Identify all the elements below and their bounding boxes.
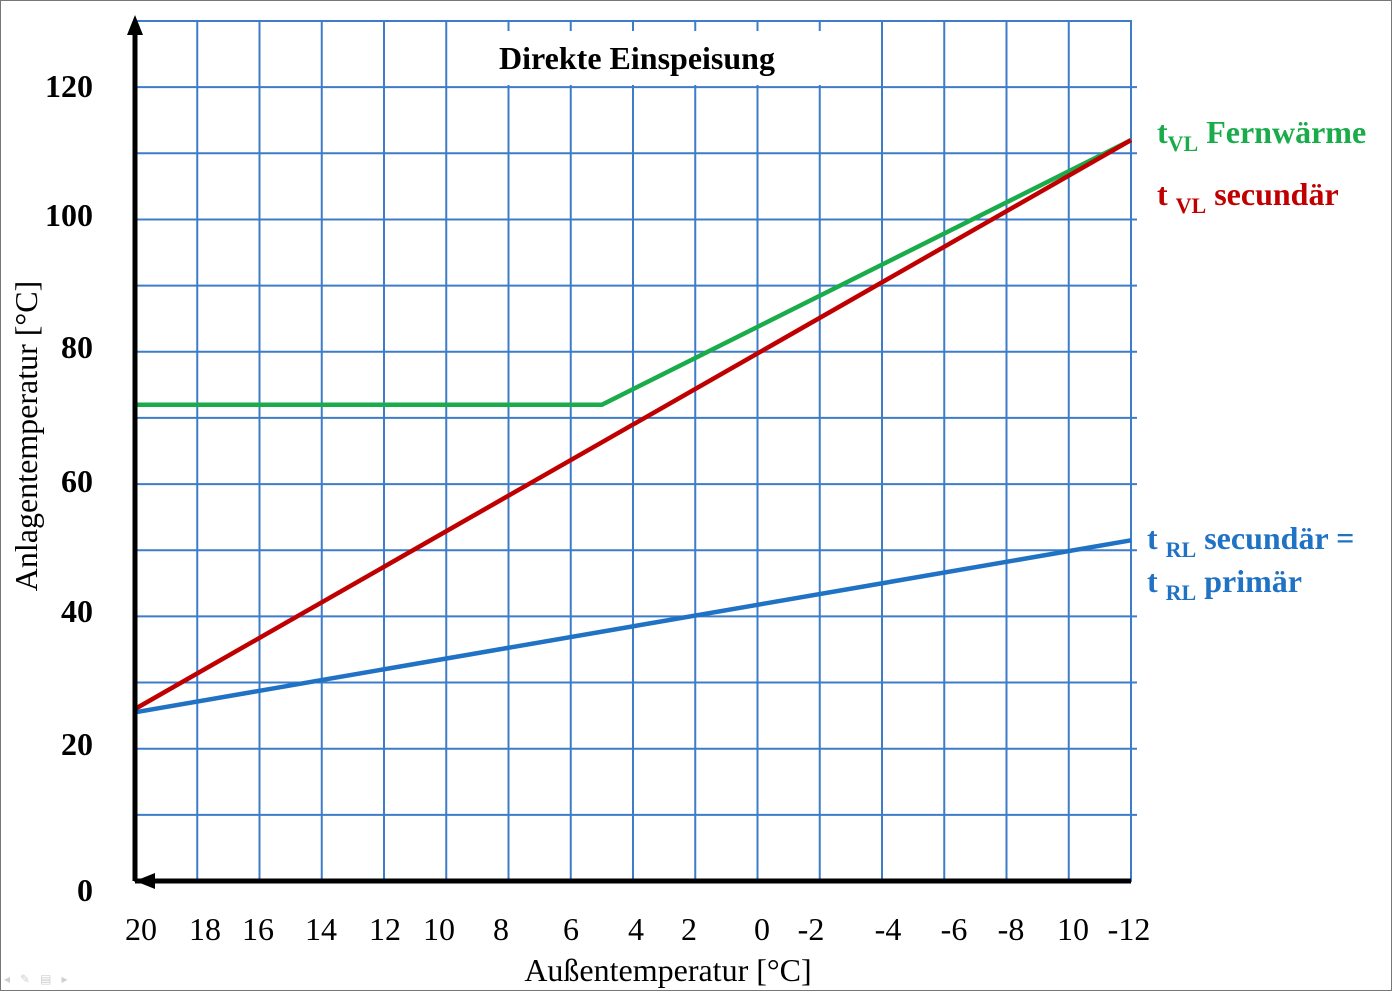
series-label-fernwaerme: tVL Fernwärme	[1157, 114, 1366, 156]
x-tick-label: -8	[998, 911, 1025, 947]
title-box	[450, 31, 824, 85]
x-tick-labels: 20 18 16 14 12 10 8 6 4 2 0 -2 -4 -6 -8 10 -12	[125, 911, 1150, 947]
y-tick-labels: 0 20 40 60 80 100 120	[45, 68, 93, 908]
y-axis-title: Anlagentemperatur [°C]	[8, 281, 44, 591]
slide-controls: ◂ ✎ ▤ ▸	[4, 972, 67, 988]
pen-icon[interactable]: ✎	[20, 972, 31, 986]
y-tick-label: 100	[45, 197, 93, 233]
x-tick-label: 0	[754, 911, 770, 947]
slide-next-icon[interactable]: ▸	[61, 972, 68, 986]
chart-title: Direkte Einspeisung	[499, 40, 775, 76]
y-tick-label: 60	[61, 463, 93, 499]
y-tick-label: 40	[61, 593, 93, 629]
x-tick-label: -12	[1108, 911, 1151, 947]
x-tick-label: 14	[305, 911, 337, 947]
x-tick-label: 18	[189, 911, 221, 947]
y-tick-label: 80	[61, 329, 93, 365]
series-line-fernwaerme	[135, 138, 1133, 407]
series-label-ruecklauf-secundaer: t RL secundär =	[1147, 520, 1354, 562]
series-label-secundaer-vl: t VL secundär	[1157, 176, 1339, 218]
series-line-ruecklauf	[134, 538, 1132, 715]
series-line-secundaer_vl	[133, 138, 1133, 711]
x-tick-label: 8	[493, 911, 509, 947]
series-layer	[133, 138, 1133, 715]
y-tick-label: 120	[45, 68, 93, 104]
y-axis-arrow	[127, 15, 143, 35]
x-tick-label: 4	[628, 911, 644, 947]
x-tick-label: -6	[941, 911, 968, 947]
x-axis-title: Außentemperatur [°C]	[524, 952, 811, 988]
x-tick-label: -4	[875, 911, 902, 947]
y-tick-label: 0	[77, 872, 93, 908]
grid	[134, 20, 1137, 882]
slide-prev-icon[interactable]: ◂	[4, 972, 11, 986]
x-tick-label: 12	[369, 911, 401, 947]
y-tick-label: 20	[61, 726, 93, 762]
x-tick-label: 16	[242, 911, 274, 947]
x-tick-label: 6	[563, 911, 579, 947]
x-axis-arrow	[135, 873, 155, 889]
series-label-ruecklauf-primaer: t RL primär	[1147, 563, 1302, 605]
x-tick-label: 20	[125, 911, 157, 947]
x-tick-label: 10	[1057, 911, 1089, 947]
x-tick-label: -2	[798, 911, 825, 947]
x-tick-label: 2	[681, 911, 697, 947]
menu-icon[interactable]: ▤	[40, 972, 52, 986]
x-tick-label: 10	[423, 911, 455, 947]
